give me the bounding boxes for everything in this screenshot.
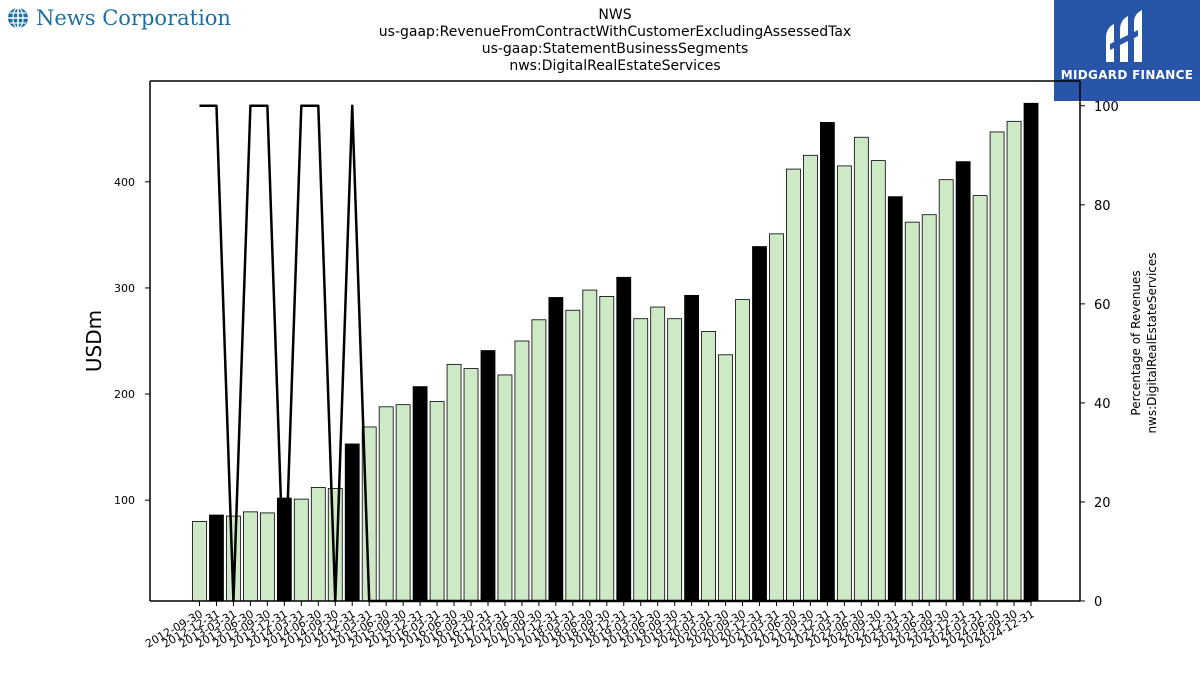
bar-2023-12-31 [955,161,971,602]
chart-title-axis: us-gaap:StatementBusinessSegments [481,41,749,57]
bar-2012-09-30 [192,521,207,602]
y-tick-label-100: 100 [114,494,135,507]
bar-2024-03-31 [972,195,988,602]
bar-2019-06-30 [650,306,666,602]
bar-2021-03-31 [769,233,784,602]
company-logo: News Corporation [6,6,231,30]
bar-2023-06-30 [921,214,937,602]
bar-2018-03-31 [565,309,581,602]
y-axis-label: USDm [82,310,106,372]
midgard-wordmark: MIDGARD FINANCE [1060,68,1194,82]
y2-axis-label-line1: Percentage of Revenues [1129,270,1143,415]
globe-icon [8,7,28,29]
company-name: News Corporation [36,6,231,30]
midgard-emblem-icon [1106,10,1142,62]
midgard-finance-logo: MIDGARD FINANCE [1054,0,1200,101]
bar-2023-03-31 [904,221,920,602]
bar-2014-06-30 [310,487,326,602]
bar-2022-12-31 [887,196,903,602]
bar-2015-09-30 [395,404,411,602]
bar-2017-12-31 [548,297,564,602]
bar-2016-03-31 [429,401,445,602]
bar-2018-09-30 [599,296,615,602]
bar-2024-06-30 [989,131,1005,602]
bar-2017-09-30 [531,319,547,602]
bar-2021-06-30 [786,168,801,602]
y2-tick-label-40: 40 [1094,397,1111,412]
bar-2024-09-30 [1006,120,1022,602]
y2-tick-label-80: 80 [1094,199,1111,214]
bar-2022-06-30 [853,136,869,602]
bar-2019-09-30 [667,318,683,602]
bar-2019-03-31 [633,318,649,602]
bar-2023-09-30 [938,179,954,602]
bar-2021-09-30 [803,154,818,602]
right-axis-ticks: 0 20 40 60 80 100 [1080,100,1119,610]
bar-2016-09-30 [463,368,479,602]
y2-tick-label-100: 100 [1094,100,1119,115]
bar-2020-06-30 [718,354,733,602]
bar-2017-03-31 [497,374,513,602]
bar-2018-12-31 [616,276,632,602]
chart-title-ticker: NWS [598,7,632,23]
bar-2014-12-31 [344,443,360,602]
y2-tick-label-0: 0 [1094,595,1102,610]
bar-2020-09-30 [735,299,750,602]
bar-2022-03-31 [836,165,852,602]
bar-group [192,102,1039,602]
chart-title-block: NWS us-gaap:RevenueFromContractWithCusto… [365,7,865,75]
y-tick-label-300: 300 [114,282,135,295]
bar-2015-06-30 [378,406,394,602]
bar-2013-06-30 [243,511,258,602]
bar-2012-12-31 [209,514,224,602]
bar-2016-12-31 [480,350,496,602]
bar-2013-09-30 [259,512,275,602]
bar-2018-06-30 [582,289,598,602]
bar-2020-12-31 [752,246,767,602]
y2-tick-label-20: 20 [1094,496,1111,511]
bar-2019-12-31 [684,294,700,602]
y2-axis-label-line2: nws:DigitalRealEstateServices [1145,252,1159,433]
chart-title-member: nws:DigitalRealEstateServices [509,58,721,74]
bar-2020-03-31 [701,331,716,602]
bar-2024-12-31 [1023,102,1039,602]
y-tick-label-200: 200 [114,388,135,401]
chart-title-concept: us-gaap:RevenueFromContractWithCustomerE… [378,24,852,40]
bar-2015-12-31 [412,386,428,602]
x-axis-ticks: 2012-09-302012-12-312013-03-312013-06-30… [143,601,1037,651]
bar-2021-12-31 [819,121,835,602]
bar-2022-09-30 [870,160,886,602]
y2-tick-label-60: 60 [1094,298,1111,313]
bar-2016-06-30 [446,363,462,602]
bar-2014-03-31 [293,498,309,602]
y-tick-label-400: 400 [114,176,135,189]
bar-2017-06-30 [514,340,530,602]
left-axis-ticks: 100 200 300 400 [114,176,150,507]
